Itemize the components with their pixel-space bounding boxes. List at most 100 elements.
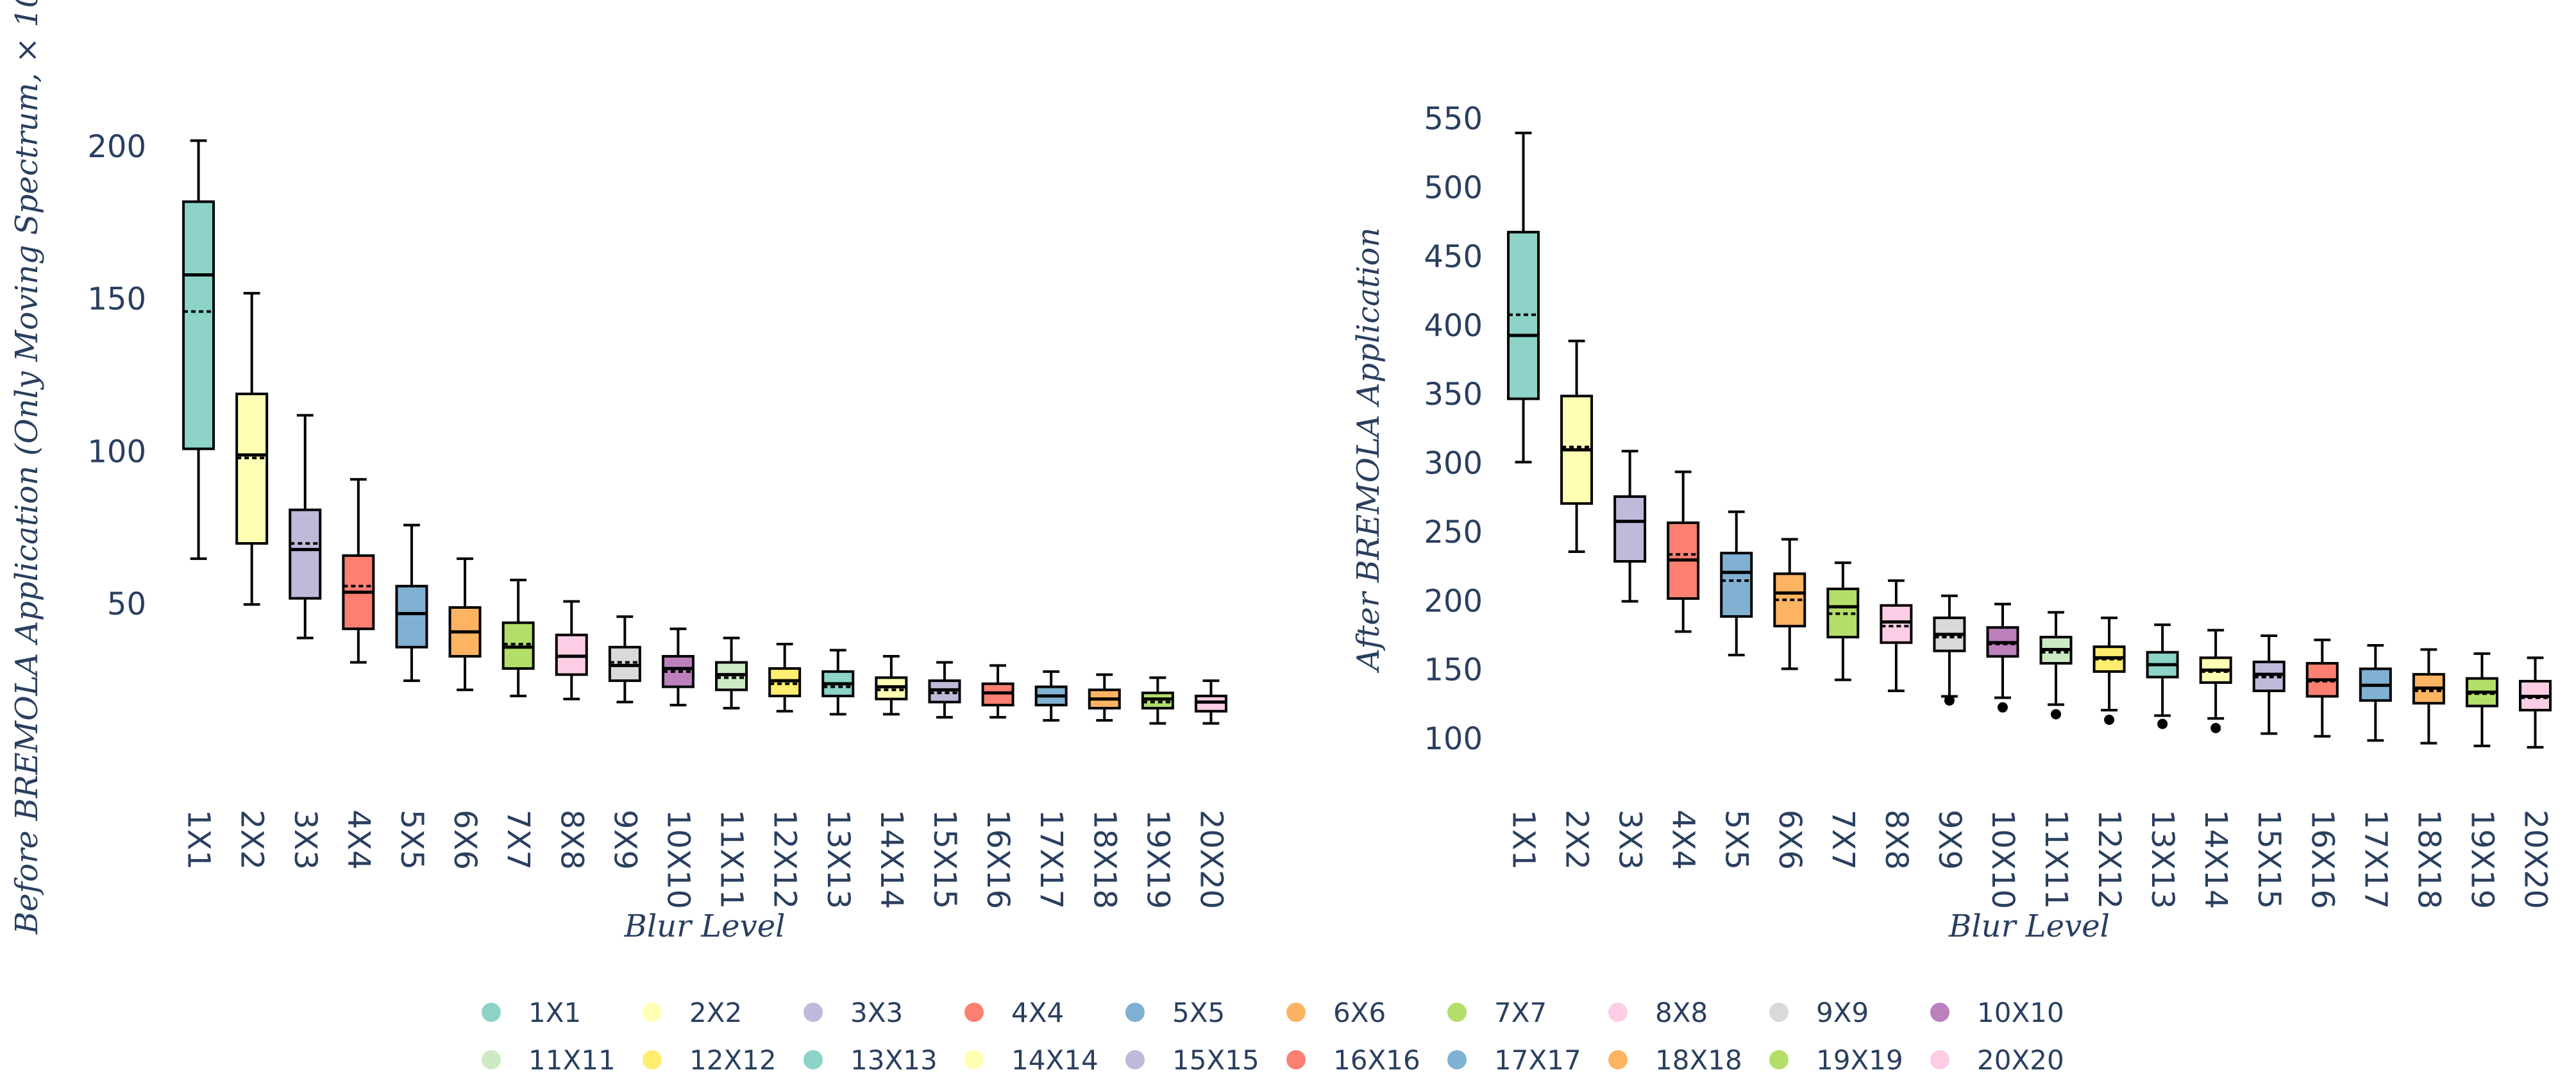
- y-tick-label: 400: [1424, 308, 1483, 344]
- x-tick-label: 14X14: [2198, 810, 2234, 909]
- legend-item-12X12: 12X12: [643, 1044, 777, 1076]
- legend-label: 15X15: [1172, 1044, 1259, 1076]
- box-7X7: 7X7: [500, 579, 536, 870]
- legend-item-14X14: 14X14: [964, 1044, 1099, 1076]
- legend-label: 4X4: [1011, 997, 1064, 1028]
- legend-label: 17X17: [1494, 1044, 1581, 1076]
- box-body: [1880, 604, 1913, 644]
- box-4X4: 4X4: [341, 478, 376, 870]
- box-17X17: 17X17: [2357, 644, 2393, 909]
- box-10X10: 10X10: [1985, 602, 2021, 909]
- box-outlier: [2157, 718, 2168, 729]
- legend-marker: [1769, 1003, 1789, 1022]
- box-1X1: 1X1: [181, 139, 217, 870]
- legend-marker: [643, 1050, 662, 1069]
- legend-item-16X16: 16X16: [1286, 1044, 1420, 1076]
- x-tick-label: 7X7: [1825, 810, 1861, 870]
- box-12X12: 12X12: [2091, 616, 2127, 909]
- legend-marker: [1286, 1050, 1306, 1069]
- y-tick-label: 550: [1424, 101, 1483, 137]
- legend-marker: [1769, 1050, 1789, 1069]
- x-tick-label: 12X12: [767, 810, 803, 909]
- x-tick-label: 20X20: [2517, 810, 2553, 909]
- legend-marker: [1286, 1003, 1306, 1022]
- y-axis-title: Before BREMOLA Application (Only Moving …: [9, 0, 45, 935]
- x-tick-label: 4X4: [1665, 810, 1701, 870]
- y-tick-label: 250: [1424, 514, 1483, 550]
- legend-label: 20X20: [1977, 1044, 2064, 1076]
- box-body: [1613, 495, 1647, 563]
- box-18X18: 18X18: [1086, 673, 1122, 909]
- legend-marker: [1608, 1003, 1628, 1022]
- x-tick-label: 18X18: [1086, 810, 1122, 909]
- box-outlier: [2104, 714, 2115, 725]
- box-body: [289, 508, 322, 600]
- x-tick-label: 16X16: [2304, 810, 2340, 909]
- legend-item-1X1: 1X1: [482, 997, 581, 1028]
- box-3X3: 3X3: [1612, 450, 1648, 870]
- legend-item-10X10: 10X10: [1930, 997, 2064, 1028]
- x-tick-label: 8X8: [1878, 810, 1914, 870]
- x-tick-label: 19X19: [1140, 810, 1175, 909]
- x-tick-label: 17X17: [1033, 810, 1069, 909]
- box-4X4: 4X4: [1665, 470, 1701, 870]
- legend-label: 11X11: [528, 1044, 616, 1076]
- x-tick-label: 3X3: [287, 810, 323, 870]
- x-tick-label: 2X2: [1559, 810, 1595, 870]
- box-body: [1720, 552, 1753, 618]
- legend-marker: [964, 1050, 984, 1069]
- legend-item-7X7: 7X7: [1447, 997, 1547, 1028]
- legend-item-13X13: 13X13: [804, 1044, 938, 1076]
- box-9X9: 9X9: [1932, 594, 1967, 870]
- legend-label: 3X3: [850, 997, 903, 1028]
- box-5X5: 5X5: [394, 523, 430, 870]
- box-9X9: 9X9: [607, 615, 643, 870]
- box-15X15: 15X15: [927, 661, 963, 909]
- legend-marker: [482, 1003, 501, 1022]
- box-17X17: 17X17: [1033, 670, 1069, 909]
- y-tick-label: 500: [1424, 170, 1483, 206]
- legend-item-2X2: 2X2: [643, 997, 742, 1028]
- x-tick-label: 15X15: [2251, 810, 2287, 909]
- x-tick-label: 7X7: [500, 810, 536, 870]
- legend-item-8X8: 8X8: [1608, 997, 1708, 1028]
- legend-item-20X20: 20X20: [1930, 1044, 2064, 1076]
- box-16X16: 16X16: [2304, 638, 2340, 909]
- box-16X16: 16X16: [980, 664, 1016, 909]
- x-tick-label: 16X16: [980, 810, 1016, 909]
- legend-item-17X17: 17X17: [1447, 1044, 1581, 1076]
- x-tick-label: 18X18: [2411, 810, 2446, 909]
- box-7X7: 7X7: [1825, 561, 1861, 870]
- legend-item-4X4: 4X4: [964, 997, 1064, 1028]
- legend-item-11X11: 11X11: [482, 1044, 616, 1076]
- box-18X18: 18X18: [2411, 648, 2446, 909]
- legend-marker: [482, 1050, 501, 1069]
- y-tick-label: 150: [1424, 652, 1483, 688]
- legend-marker: [1447, 1050, 1467, 1069]
- box-8X8: 8X8: [1878, 579, 1914, 870]
- y-tick-label: 200: [87, 129, 146, 165]
- box-outlier: [1944, 695, 1955, 706]
- legend-item-3X3: 3X3: [804, 997, 903, 1028]
- x-tick-label: 2X2: [234, 810, 270, 870]
- legend-label: 8X8: [1655, 997, 1708, 1028]
- x-tick-label: 4X4: [341, 810, 376, 870]
- box-1X1: 1X1: [1506, 132, 1542, 870]
- box-11X11: 11X11: [714, 636, 750, 909]
- box-13X13: 13X13: [820, 649, 856, 909]
- y-tick-label: 300: [1424, 446, 1483, 482]
- box-14X14: 14X14: [873, 655, 909, 909]
- y-tick-label: 150: [87, 282, 146, 318]
- legend-marker: [964, 1003, 984, 1022]
- legend-label: 1X1: [528, 997, 581, 1028]
- legend-label: 10X10: [1977, 997, 2064, 1028]
- box-11X11: 11X11: [2038, 611, 2074, 909]
- box-20X20: 20X20: [2517, 656, 2553, 909]
- y-tick-label: 450: [1424, 239, 1483, 275]
- box-outlier: [2210, 722, 2221, 733]
- legend-label: 16X16: [1333, 1044, 1420, 1076]
- x-tick-label: 10X10: [660, 810, 696, 909]
- legend-item-19X19: 19X19: [1769, 1044, 1903, 1076]
- y-tick-label: 100: [87, 434, 146, 470]
- x-tick-label: 1X1: [1506, 810, 1542, 870]
